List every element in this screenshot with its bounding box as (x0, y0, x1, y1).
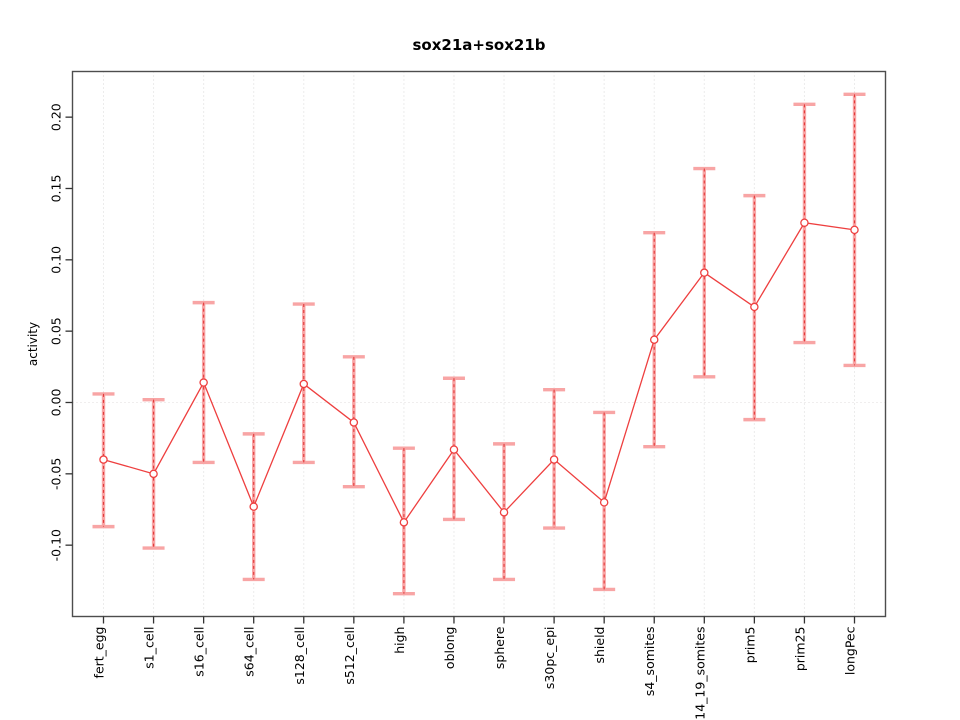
gridlines (72, 71, 886, 617)
x-tick-label: s16_cell (192, 627, 207, 677)
data-point (249, 502, 258, 511)
x-axis: fert_egg s1_cell s16_cell s64_cell s128_cell… (92, 616, 858, 720)
x-tick-label: prim5 (742, 627, 757, 664)
y-tick-label: 0.10 (49, 246, 64, 274)
x-tick-label: s30pc_epi (542, 627, 557, 690)
data-point (149, 469, 158, 479)
data-point (700, 268, 709, 277)
y-tick-label: -0.10 (49, 529, 64, 561)
x-tick-label: s4_somites (642, 627, 657, 697)
plot-border (71, 70, 887, 618)
chart-title: sox21a+sox21b (412, 36, 546, 54)
x-tick-label: s128_cell (292, 627, 307, 685)
y-axis-label: activity (26, 321, 40, 367)
x-tick-label: s14_19_somites (692, 627, 707, 720)
y-tick-label: 0.05 (49, 317, 64, 345)
data-point (299, 379, 309, 389)
y-tick-label: -0.05 (49, 458, 64, 490)
data-point (850, 225, 859, 235)
x-tick-label: s1_cell (142, 627, 157, 669)
data-point (449, 445, 459, 454)
data-point (800, 218, 809, 227)
x-tick-label: sphere (492, 626, 507, 669)
x-tick-label: shield (592, 627, 607, 664)
data-point (199, 378, 208, 387)
x-tick-label: longPec (843, 626, 858, 675)
x-tick-label: oblong (442, 627, 457, 670)
data-points (99, 218, 859, 527)
error-bars (92, 92, 866, 596)
data-point (750, 302, 759, 312)
y-tick-label: 0.15 (49, 175, 64, 203)
data-line (103, 222, 855, 524)
y-tick-label: 0.00 (49, 389, 64, 417)
data-point (549, 455, 559, 464)
y-axis: -0.10 -0.05 0.00 0.05 0.10 0.15 0.20 (49, 103, 73, 561)
data-point (99, 455, 108, 464)
x-tick-label: high (392, 627, 407, 654)
data-point (399, 518, 409, 527)
data-point (599, 498, 609, 507)
x-tick-label: s512_cell (342, 627, 357, 685)
data-point (499, 508, 509, 517)
data-point (649, 335, 659, 344)
x-tick-label: s64_cell (242, 627, 257, 677)
y-tick-label: 0.20 (49, 103, 64, 131)
data-point (349, 418, 359, 427)
x-tick-label: prim25 (792, 627, 807, 672)
x-tick-label: fert_egg (92, 627, 107, 679)
